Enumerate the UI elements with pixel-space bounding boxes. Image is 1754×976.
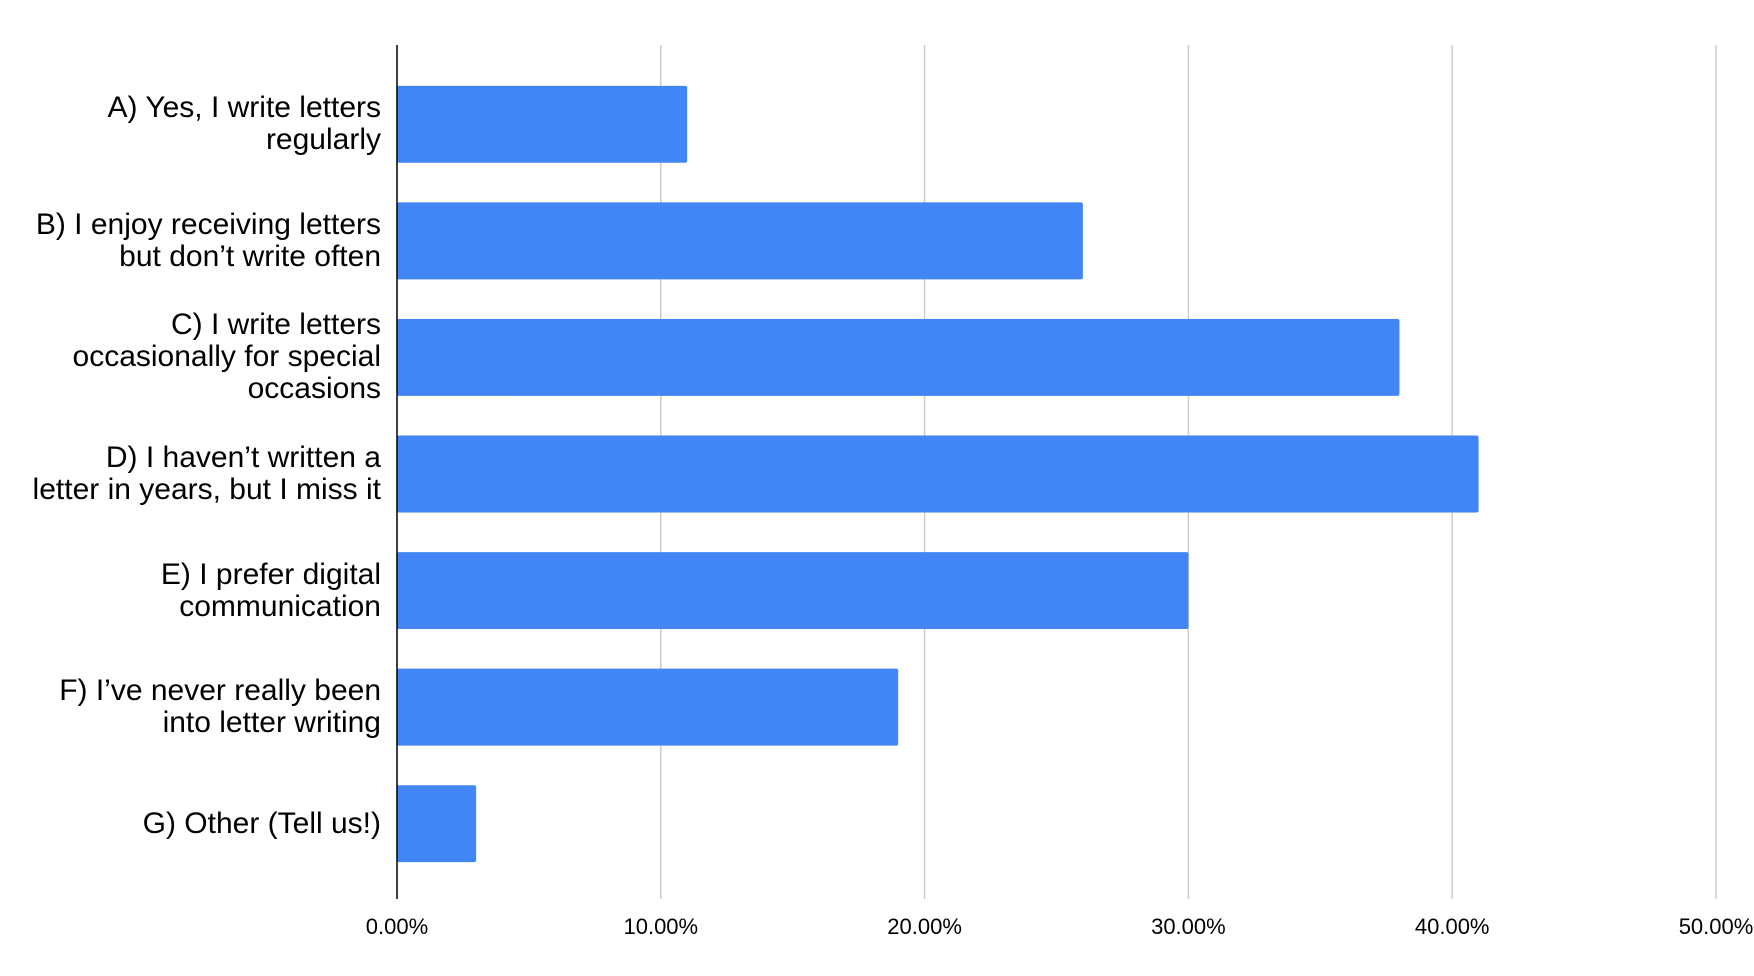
y-category-label: B) I enjoy receiving letters but don’t w… [35, 207, 381, 273]
bar [397, 552, 1189, 630]
bar [397, 785, 477, 863]
y-category-label: C) I write letters occasionally for spec… [72, 308, 381, 406]
x-tick-label: 20.00% [887, 914, 962, 939]
y-category-label: E) I prefer digital communication [160, 557, 381, 623]
x-tick-label: 10.00% [623, 914, 698, 939]
x-tick-label: 50.00% [1679, 914, 1754, 939]
y-category-label: G) Other (Tell us!) [142, 806, 381, 840]
y-category-label: D) I haven’t written a letter in years, … [32, 441, 381, 506]
bar [397, 435, 1479, 513]
bar [397, 318, 1400, 396]
x-tick-label: 0.00% [366, 914, 428, 939]
bar [397, 85, 688, 163]
y-category-label: F) I’ve never really been into letter wr… [59, 674, 381, 740]
x-tick-label: 30.00% [1151, 914, 1226, 939]
bar [397, 668, 899, 746]
y-category-label: A) Yes, I write letters regularly [107, 91, 381, 157]
bar [397, 202, 1083, 280]
x-tick-label: 40.00% [1415, 914, 1490, 939]
